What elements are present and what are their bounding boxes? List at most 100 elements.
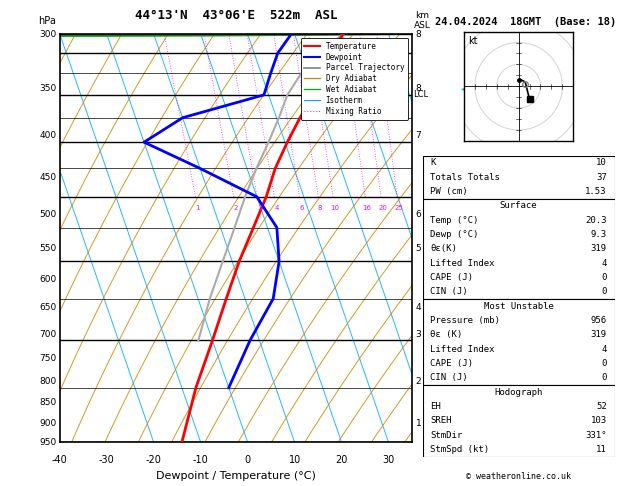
Text: 0: 0	[601, 287, 607, 296]
Text: 0: 0	[601, 359, 607, 368]
Text: K: K	[430, 158, 436, 167]
Text: StmSpd (kt): StmSpd (kt)	[430, 445, 489, 454]
Text: CIN (J): CIN (J)	[430, 287, 468, 296]
Text: 800: 800	[39, 377, 56, 386]
Text: 700: 700	[39, 330, 56, 339]
Text: 331°: 331°	[586, 431, 607, 440]
Text: 4: 4	[416, 303, 421, 312]
Text: 4: 4	[601, 259, 607, 268]
Bar	[423, 199, 615, 299]
Text: 30: 30	[382, 454, 394, 465]
Text: 956: 956	[591, 316, 607, 325]
Text: 7: 7	[416, 131, 421, 140]
Text: CAPE (J): CAPE (J)	[430, 273, 474, 282]
Text: hPa: hPa	[38, 16, 56, 26]
Text: ◀: ◀	[461, 84, 469, 94]
Text: 44°13'N  43°06'E  522m  ASL: 44°13'N 43°06'E 522m ASL	[135, 9, 337, 22]
Text: 4: 4	[274, 205, 279, 211]
Text: 550: 550	[39, 244, 56, 253]
Text: ◀: ◀	[461, 329, 469, 339]
Text: 24.04.2024  18GMT  (Base: 18): 24.04.2024 18GMT (Base: 18)	[435, 17, 616, 27]
Text: 950: 950	[39, 438, 56, 447]
Text: 319: 319	[591, 244, 607, 253]
Text: Lifted Index: Lifted Index	[430, 259, 495, 268]
Text: 750: 750	[39, 354, 56, 363]
Text: 4: 4	[601, 345, 607, 354]
Bar	[423, 385, 615, 457]
Text: 0: 0	[601, 373, 607, 382]
Text: Dewp (°C): Dewp (°C)	[430, 230, 479, 239]
Text: LCL: LCL	[413, 90, 428, 99]
Text: Pressure (mb): Pressure (mb)	[430, 316, 500, 325]
Text: 6: 6	[416, 210, 421, 220]
Text: ◀: ◀	[461, 173, 469, 183]
Text: kt: kt	[469, 36, 478, 46]
Text: 5: 5	[416, 244, 421, 253]
Text: 850: 850	[39, 399, 56, 407]
Text: Most Unstable: Most Unstable	[484, 302, 554, 311]
Text: © weatheronline.co.uk: © weatheronline.co.uk	[467, 472, 571, 481]
Text: 1.53: 1.53	[586, 187, 607, 196]
Text: 10: 10	[596, 158, 607, 167]
Text: CAPE (J): CAPE (J)	[430, 359, 474, 368]
Text: 9.3: 9.3	[591, 230, 607, 239]
Text: Dewpoint / Temperature (°C): Dewpoint / Temperature (°C)	[156, 471, 316, 481]
Text: 900: 900	[39, 418, 56, 428]
Text: ◀: ◀	[461, 398, 469, 408]
Text: 20: 20	[378, 205, 387, 211]
Text: 650: 650	[39, 303, 56, 312]
Text: EH: EH	[430, 402, 441, 411]
Text: 11: 11	[596, 445, 607, 454]
Text: CIN (J): CIN (J)	[430, 373, 468, 382]
Text: 600: 600	[39, 275, 56, 284]
Text: θε (K): θε (K)	[430, 330, 462, 339]
Text: Mixing Ratio (g/kg): Mixing Ratio (g/kg)	[443, 195, 452, 281]
Text: ◀: ◀	[461, 210, 469, 220]
Text: 20: 20	[335, 454, 348, 465]
Text: Hodograph: Hodograph	[494, 388, 543, 397]
Text: PW (cm): PW (cm)	[430, 187, 468, 196]
Text: km
ASL: km ASL	[414, 11, 431, 30]
Text: 52: 52	[596, 402, 607, 411]
Text: 0: 0	[245, 454, 251, 465]
Text: -10: -10	[192, 454, 209, 465]
Text: StmDir: StmDir	[430, 431, 462, 440]
Text: 10: 10	[330, 205, 340, 211]
Text: 350: 350	[39, 84, 56, 93]
Text: Totals Totals: Totals Totals	[430, 173, 500, 182]
Text: Temp (°C): Temp (°C)	[430, 216, 479, 225]
Bar	[423, 299, 615, 385]
Text: 1: 1	[416, 418, 421, 428]
Text: 500: 500	[39, 210, 56, 220]
Text: 37: 37	[596, 173, 607, 182]
Text: 6: 6	[299, 205, 304, 211]
Bar	[423, 156, 615, 199]
Legend: Temperature, Dewpoint, Parcel Trajectory, Dry Adiabat, Wet Adiabat, Isotherm, Mi: Temperature, Dewpoint, Parcel Trajectory…	[301, 38, 408, 120]
Text: 300: 300	[39, 30, 56, 38]
Text: 1: 1	[196, 205, 200, 211]
Text: ◀: ◀	[461, 376, 469, 386]
Text: 0: 0	[601, 273, 607, 282]
Text: 450: 450	[39, 173, 56, 182]
Text: 20.3: 20.3	[586, 216, 607, 225]
Text: 3: 3	[257, 205, 262, 211]
Text: -30: -30	[99, 454, 114, 465]
Text: SREH: SREH	[430, 417, 452, 425]
Text: Surface: Surface	[500, 201, 537, 210]
Text: -20: -20	[146, 454, 162, 465]
Text: -40: -40	[52, 454, 68, 465]
Text: 103: 103	[591, 417, 607, 425]
Text: 10: 10	[289, 454, 301, 465]
Text: 319: 319	[591, 330, 607, 339]
Text: 2: 2	[233, 205, 238, 211]
Text: 25: 25	[394, 205, 403, 211]
Text: 8: 8	[416, 30, 421, 38]
Text: Lifted Index: Lifted Index	[430, 345, 495, 354]
Text: 8: 8	[318, 205, 323, 211]
Text: 3: 3	[416, 330, 421, 339]
Text: 8: 8	[416, 84, 421, 93]
Text: 400: 400	[39, 131, 56, 140]
Text: θε(K): θε(K)	[430, 244, 457, 253]
Text: 2: 2	[416, 377, 421, 386]
Text: 16: 16	[362, 205, 372, 211]
